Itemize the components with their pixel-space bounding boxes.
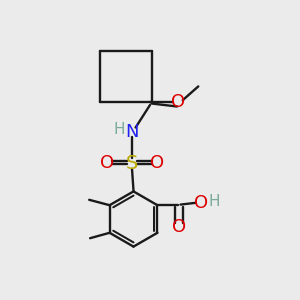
Text: O: O [172, 218, 186, 236]
Text: O: O [171, 93, 185, 111]
Text: O: O [100, 154, 115, 172]
Text: H: H [114, 122, 125, 137]
Text: S: S [126, 154, 138, 173]
Text: O: O [194, 194, 208, 212]
Text: H: H [209, 194, 220, 209]
Text: N: N [125, 123, 139, 141]
Text: O: O [149, 154, 164, 172]
